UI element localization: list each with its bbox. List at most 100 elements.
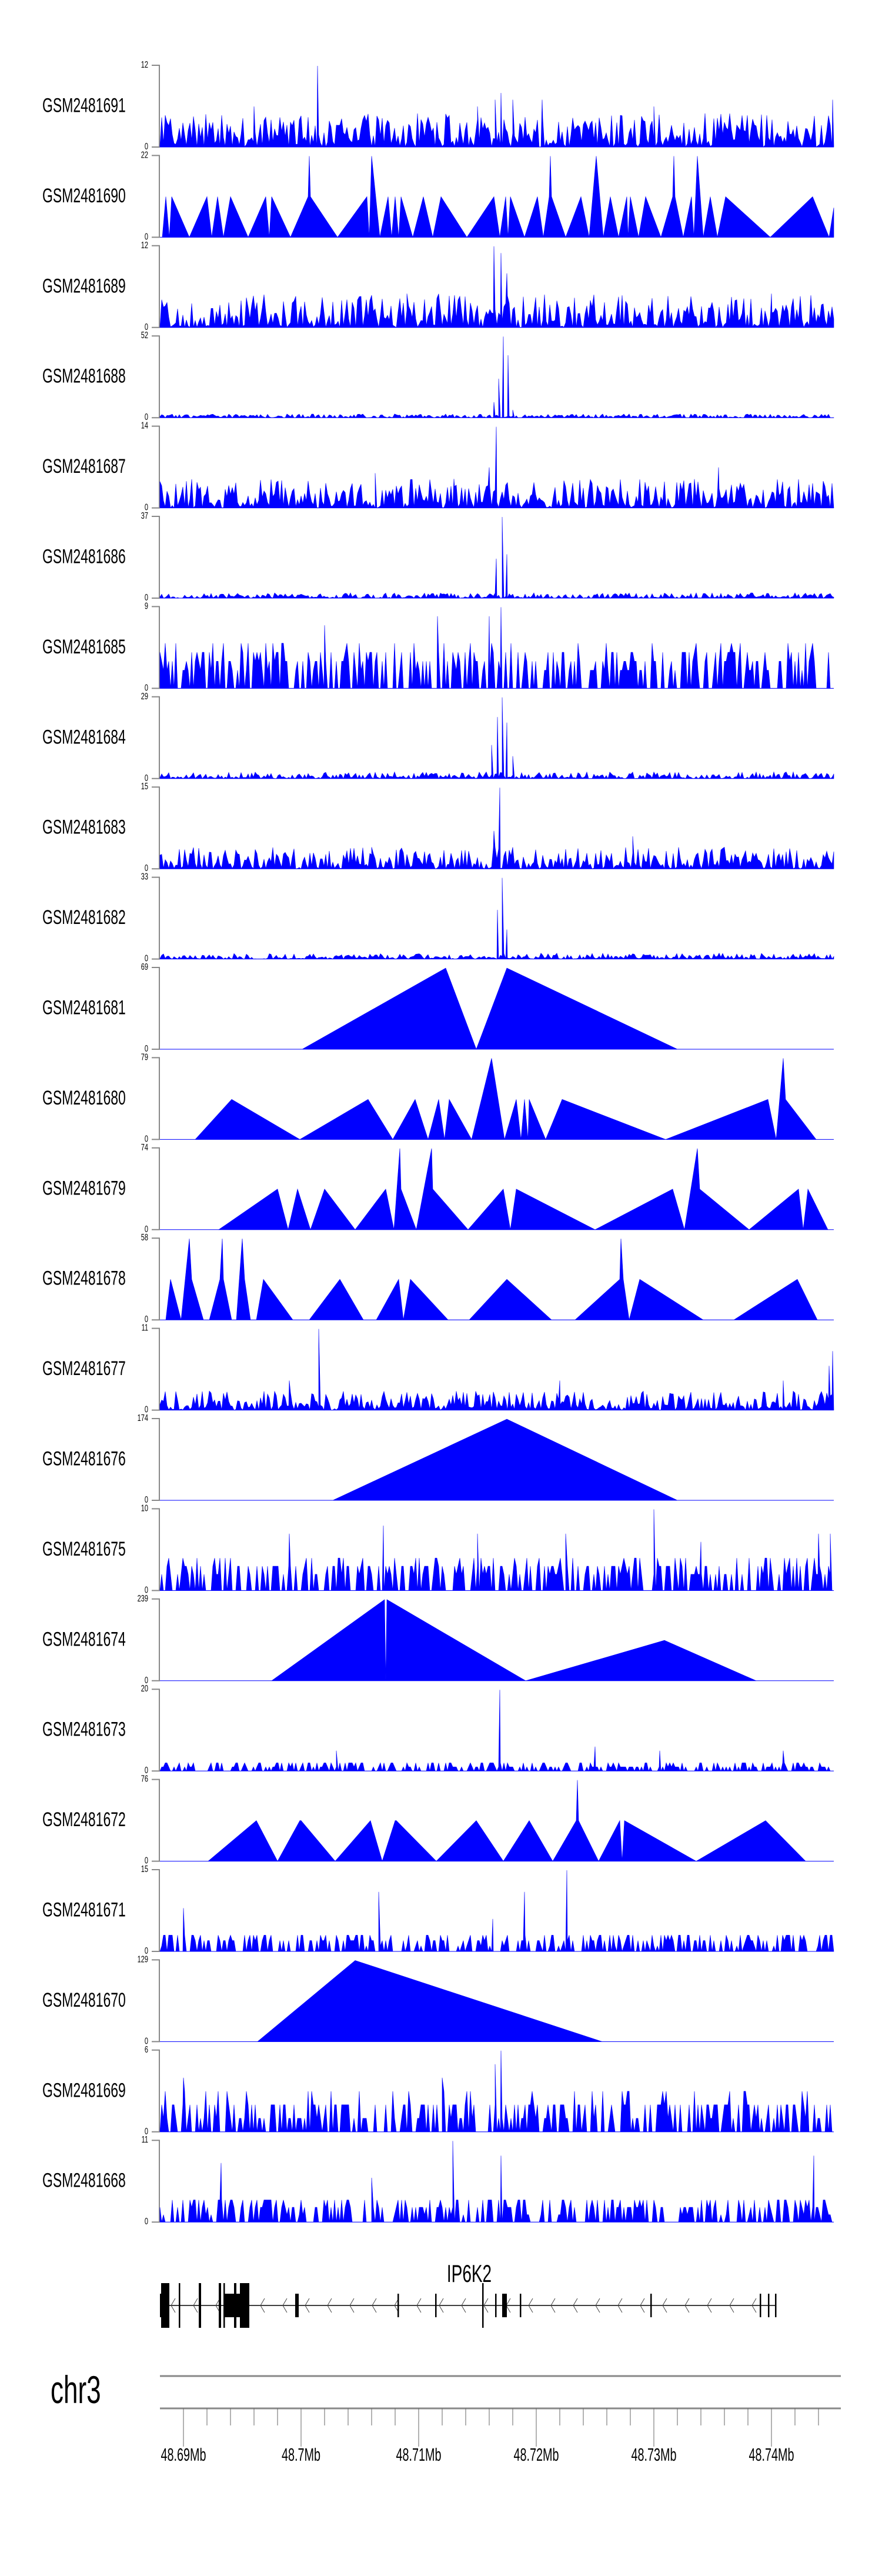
track-GSM2481689: GSM2481689 12 0: [42, 240, 834, 332]
gene-exon: [234, 2283, 236, 2328]
coverage-area: [159, 1329, 834, 1411]
gene-exon: [495, 2294, 497, 2317]
track-GSM2481691: GSM2481691 12 0: [42, 59, 834, 151]
y-min-label: 0: [145, 502, 148, 512]
track-label: GSM2481681: [42, 996, 126, 1019]
strand-arrow-icon: [171, 2298, 176, 2313]
y-max-label: 9: [145, 601, 148, 611]
track-label: GSM2481669: [42, 2079, 126, 2102]
y-max-label: 20: [141, 1683, 148, 1693]
coverage-area: [159, 246, 834, 328]
coverage-area: [162, 156, 834, 238]
strand-arrow-icon: [394, 2298, 399, 2313]
strand-arrow-icon: [707, 2298, 712, 2313]
strand-arrow-icon: [305, 2298, 310, 2313]
y-max-label: 33: [141, 872, 148, 882]
y-min-label: 0: [145, 232, 148, 242]
track-GSM2481683: GSM2481683 15 0: [42, 781, 834, 873]
track-GSM2481685: GSM2481685 9 0: [42, 601, 834, 693]
coverage-area: [159, 2141, 834, 2223]
track-label: GSM2481672: [42, 1808, 126, 1831]
y-min-label: 0: [145, 1314, 148, 1324]
y-axis: [152, 2049, 160, 2133]
y-max-label: 74: [141, 1142, 149, 1152]
y-min-label: 0: [145, 2036, 148, 2046]
strand-arrow-icon: [684, 2298, 690, 2313]
coverage-area: [301, 967, 678, 1050]
gene-exon: [219, 2283, 221, 2328]
coverage-area: [218, 1148, 828, 1230]
y-axis: [152, 2140, 160, 2223]
strand-arrow-icon: [193, 2298, 198, 2313]
y-axis: [152, 1418, 160, 1501]
y-min-label: 0: [145, 1675, 148, 1685]
track-label: GSM2481685: [42, 635, 126, 658]
strand-arrow-icon: [751, 2298, 757, 2313]
coverage-area: [257, 1960, 603, 2042]
strand-arrow-icon: [282, 2298, 288, 2313]
gene-exon: [397, 2294, 399, 2317]
y-max-label: 10: [141, 1503, 148, 1513]
gene-exon: [520, 2294, 522, 2317]
track-GSM2481674: GSM2481674 239 0: [42, 1593, 834, 1685]
y-axis: [152, 1147, 160, 1230]
coverage-area: [208, 1780, 806, 1862]
coverage-area: [159, 516, 834, 599]
coverage-area: [159, 788, 834, 870]
strand-arrow-icon: [640, 2298, 645, 2313]
y-min-label: 0: [145, 1404, 148, 1414]
coverage-area: [159, 697, 834, 779]
track-GSM2481682: GSM2481682 33 0: [42, 872, 834, 963]
track-GSM2481687: GSM2481687 14 0: [42, 421, 834, 512]
y-min-label: 0: [145, 1765, 148, 1775]
gene-exon: [240, 2283, 249, 2328]
track-GSM2481690: GSM2481690 22 0: [42, 150, 834, 242]
y-max-label: 76: [141, 1774, 148, 1784]
track-GSM2481676: GSM2481676 174 0: [42, 1413, 834, 1504]
x-tick-label: 48.71Mb: [396, 2445, 441, 2465]
track-GSM2481673: GSM2481673 20 0: [42, 1683, 834, 1776]
coverage-area: [195, 1058, 817, 1140]
x-tick-label: 48.7Mb: [282, 2445, 320, 2465]
y-axis: [152, 606, 160, 689]
strand-arrow-icon: [260, 2298, 265, 2313]
coverage-area: [165, 1239, 818, 1320]
track-label: GSM2481675: [42, 1537, 126, 1560]
gene-track: IP6K2: [160, 2260, 777, 2328]
y-axis: [152, 1237, 160, 1321]
track-GSM2481675: GSM2481675 10 0: [42, 1503, 834, 1595]
track-label: GSM2481670: [42, 1988, 126, 2011]
y-axis: [152, 1327, 160, 1411]
track-label: GSM2481671: [42, 1898, 126, 1921]
gene-exon: [435, 2294, 437, 2317]
y-min-label: 0: [145, 2216, 148, 2226]
track-label: GSM2481688: [42, 365, 126, 388]
strand-arrow-icon: [372, 2298, 377, 2313]
gene-exon: [199, 2283, 201, 2328]
y-min-label: 0: [145, 683, 148, 693]
gene-exon: [775, 2294, 777, 2317]
y-min-label: 0: [145, 1224, 148, 1234]
coverage-area: [159, 336, 834, 418]
track-label: GSM2481687: [42, 455, 126, 478]
y-min-label: 0: [145, 141, 148, 151]
y-axis: [152, 1598, 160, 1681]
y-max-label: 79: [141, 1052, 148, 1062]
strand-arrow-icon: [416, 2298, 422, 2313]
track-GSM2481681: GSM2481681 69 0: [42, 962, 834, 1053]
track-label: GSM2481690: [42, 184, 126, 207]
y-min-label: 0: [145, 773, 148, 783]
strand-arrow-icon: [573, 2298, 578, 2313]
y-max-label: 29: [141, 691, 148, 701]
track-label: GSM2481691: [42, 94, 126, 117]
track-label: GSM2481683: [42, 816, 126, 839]
gene-exon: [179, 2283, 181, 2328]
coverage-area: [271, 1599, 757, 1681]
y-axis: [152, 967, 160, 1050]
y-max-label: 12: [141, 59, 148, 69]
gene-exon: [295, 2294, 299, 2317]
y-axis: [152, 65, 160, 148]
y-max-label: 11: [142, 1323, 148, 1333]
y-axis: [152, 876, 160, 960]
